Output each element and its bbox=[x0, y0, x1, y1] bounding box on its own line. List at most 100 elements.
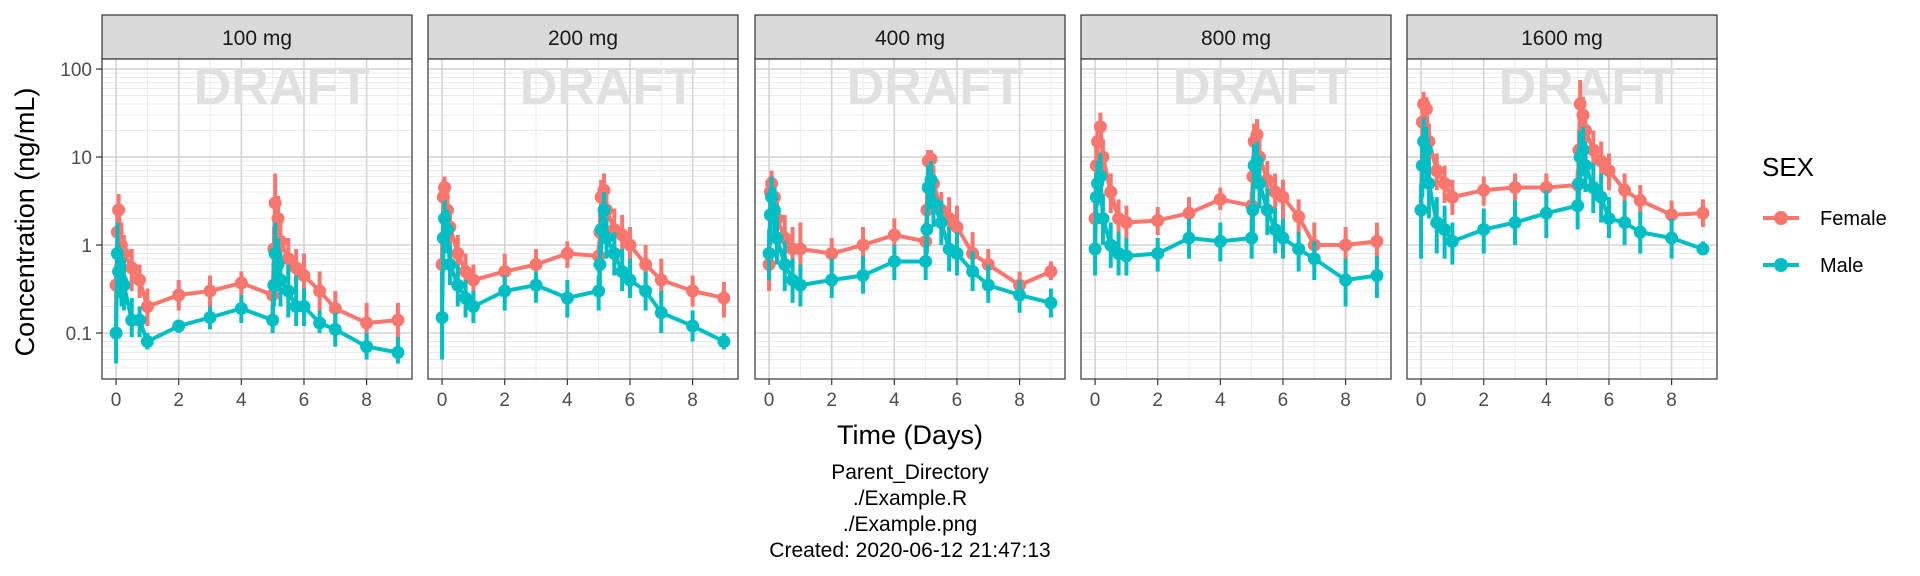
draft-watermark: DRAFT bbox=[1173, 58, 1349, 116]
data-point-male bbox=[203, 310, 217, 324]
data-point-male bbox=[234, 301, 248, 315]
data-point-male bbox=[172, 319, 186, 333]
data-point-female bbox=[1539, 181, 1553, 195]
y-tick-label: 10 bbox=[71, 148, 92, 169]
data-point-male bbox=[440, 223, 454, 237]
data-point-male bbox=[1578, 159, 1592, 173]
x-tick-label: 4 bbox=[562, 390, 573, 411]
data-point-female bbox=[717, 291, 731, 305]
data-point-female bbox=[234, 276, 248, 290]
data-point-male bbox=[313, 316, 327, 330]
data-point-female bbox=[1445, 190, 1459, 204]
y-tick-label: 1 bbox=[81, 236, 92, 257]
data-point-male bbox=[1104, 238, 1118, 252]
data-point-male bbox=[117, 278, 131, 292]
x-tick-label: 0 bbox=[1090, 390, 1101, 411]
x-tick-label: 6 bbox=[1278, 390, 1289, 411]
data-point-male bbox=[459, 291, 473, 305]
caption-image-path: ./Example.png bbox=[842, 513, 978, 536]
x-tick-label: 4 bbox=[1541, 390, 1552, 411]
data-point-female bbox=[360, 316, 374, 330]
data-point-male bbox=[1445, 234, 1459, 248]
data-point-female bbox=[615, 228, 629, 242]
data-point-male bbox=[1093, 170, 1107, 184]
facet-strip bbox=[101, 14, 413, 60]
data-point-male bbox=[466, 300, 480, 314]
data-point-female bbox=[1438, 177, 1452, 191]
data-point-female bbox=[466, 273, 480, 287]
data-point-male bbox=[856, 269, 870, 283]
data-point-male bbox=[593, 258, 607, 272]
facet-strip-label: 1600 mg bbox=[1521, 27, 1603, 50]
data-point-female bbox=[1182, 206, 1196, 220]
data-point-female bbox=[529, 258, 543, 272]
data-point-female bbox=[133, 273, 147, 287]
data-point-female bbox=[1602, 164, 1616, 178]
data-point-female bbox=[950, 220, 964, 234]
data-point-female bbox=[856, 238, 870, 252]
data-point-male bbox=[297, 300, 311, 314]
x-tick-label: 6 bbox=[1604, 390, 1615, 411]
caption-parent-directory: Parent_Directory bbox=[831, 461, 989, 484]
x-tick-label: 8 bbox=[1014, 390, 1025, 411]
x-tick-label: 8 bbox=[361, 390, 372, 411]
x-tick-label: 2 bbox=[173, 390, 184, 411]
data-point-female bbox=[1044, 264, 1058, 278]
facet-panels: 100 mg DRAFT 0 2 4 6 8 0.1 1 10 100 200 mg DRAFT 0 2 4 6… bbox=[60, 14, 1718, 411]
data-point-male bbox=[966, 264, 980, 278]
data-point-male bbox=[1044, 296, 1058, 310]
data-point-female bbox=[1508, 181, 1522, 195]
data-point-male bbox=[1586, 181, 1600, 195]
x-tick-label: 2 bbox=[1152, 390, 1163, 411]
caption-created-timestamp: Created: 2020-06-12 21:47:13 bbox=[769, 539, 1051, 562]
data-point-male bbox=[1088, 242, 1102, 256]
data-point-female bbox=[1250, 128, 1264, 142]
data-point-female bbox=[438, 181, 452, 195]
data-point-female bbox=[654, 273, 668, 287]
caption: Parent_Directory ./Example.R ./Example.p… bbox=[560, 460, 1260, 564]
data-point-male bbox=[1618, 216, 1632, 230]
facet-panel: 400 mg DRAFT 0 2 4 6 8 bbox=[754, 14, 1066, 411]
x-tick-label: 2 bbox=[826, 390, 837, 411]
data-point-female bbox=[686, 284, 700, 298]
data-point-female bbox=[560, 247, 574, 261]
data-point-female bbox=[1104, 185, 1118, 199]
data-point-male bbox=[1438, 223, 1452, 237]
legend-label-male: Male bbox=[1820, 255, 1863, 277]
x-tick-label: 0 bbox=[764, 390, 775, 411]
data-point-male bbox=[1307, 252, 1321, 266]
data-point-male bbox=[592, 284, 606, 298]
data-point-male bbox=[1151, 247, 1165, 261]
x-tick-label: 6 bbox=[299, 390, 310, 411]
legend-title: SEX bbox=[1762, 152, 1814, 182]
data-point-male bbox=[919, 254, 933, 268]
draft-watermark: DRAFT bbox=[1499, 58, 1675, 116]
x-tick-label: 6 bbox=[952, 390, 963, 411]
data-point-male bbox=[767, 203, 781, 217]
data-point-female bbox=[924, 152, 938, 166]
data-point-male bbox=[498, 284, 512, 298]
data-point-male bbox=[1246, 203, 1260, 217]
data-point-male bbox=[686, 319, 700, 333]
facet-strip-label: 200 mg bbox=[548, 27, 618, 50]
data-point-female bbox=[887, 228, 901, 242]
data-point-female bbox=[1665, 208, 1679, 222]
x-tick-label: 6 bbox=[625, 390, 636, 411]
data-point-female bbox=[281, 252, 295, 266]
legend-key-point-male bbox=[1774, 258, 1788, 272]
data-point-female bbox=[297, 269, 311, 283]
facet-panel: 1600 mg DRAFT 0 2 4 6 8 bbox=[1406, 14, 1718, 411]
data-point-female bbox=[498, 264, 512, 278]
data-point-female bbox=[1594, 154, 1608, 168]
data-point-male bbox=[560, 291, 574, 305]
data-point-male bbox=[1419, 143, 1433, 157]
x-tick-label: 2 bbox=[1478, 390, 1489, 411]
data-point-female bbox=[639, 258, 653, 272]
data-point-male bbox=[607, 247, 621, 261]
data-point-female bbox=[1633, 194, 1647, 208]
data-point-female bbox=[1151, 213, 1165, 227]
x-tick-label: 8 bbox=[1340, 390, 1351, 411]
data-point-female bbox=[313, 284, 327, 298]
data-point-male bbox=[1119, 249, 1133, 263]
data-point-male bbox=[273, 273, 287, 287]
